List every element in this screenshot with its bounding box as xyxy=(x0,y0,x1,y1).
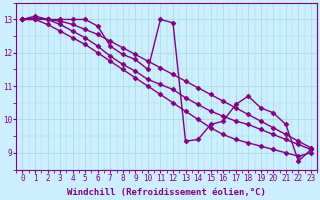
X-axis label: Windchill (Refroidissement éolien,°C): Windchill (Refroidissement éolien,°C) xyxy=(67,188,266,197)
